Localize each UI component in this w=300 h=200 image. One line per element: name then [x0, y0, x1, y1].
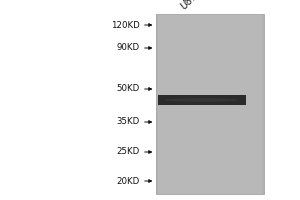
Text: 50KD: 50KD — [116, 84, 140, 93]
Text: 25KD: 25KD — [116, 148, 140, 156]
Text: 35KD: 35KD — [116, 117, 140, 127]
Text: 20KD: 20KD — [116, 176, 140, 186]
Bar — [158, 95, 246, 105]
Text: 90KD: 90KD — [116, 44, 140, 52]
Text: U87: U87 — [178, 0, 200, 11]
Bar — [156, 14, 158, 194]
Bar — [156, 14, 264, 194]
Text: 120KD: 120KD — [111, 21, 140, 29]
Bar — [262, 14, 264, 194]
Ellipse shape — [164, 98, 239, 102]
